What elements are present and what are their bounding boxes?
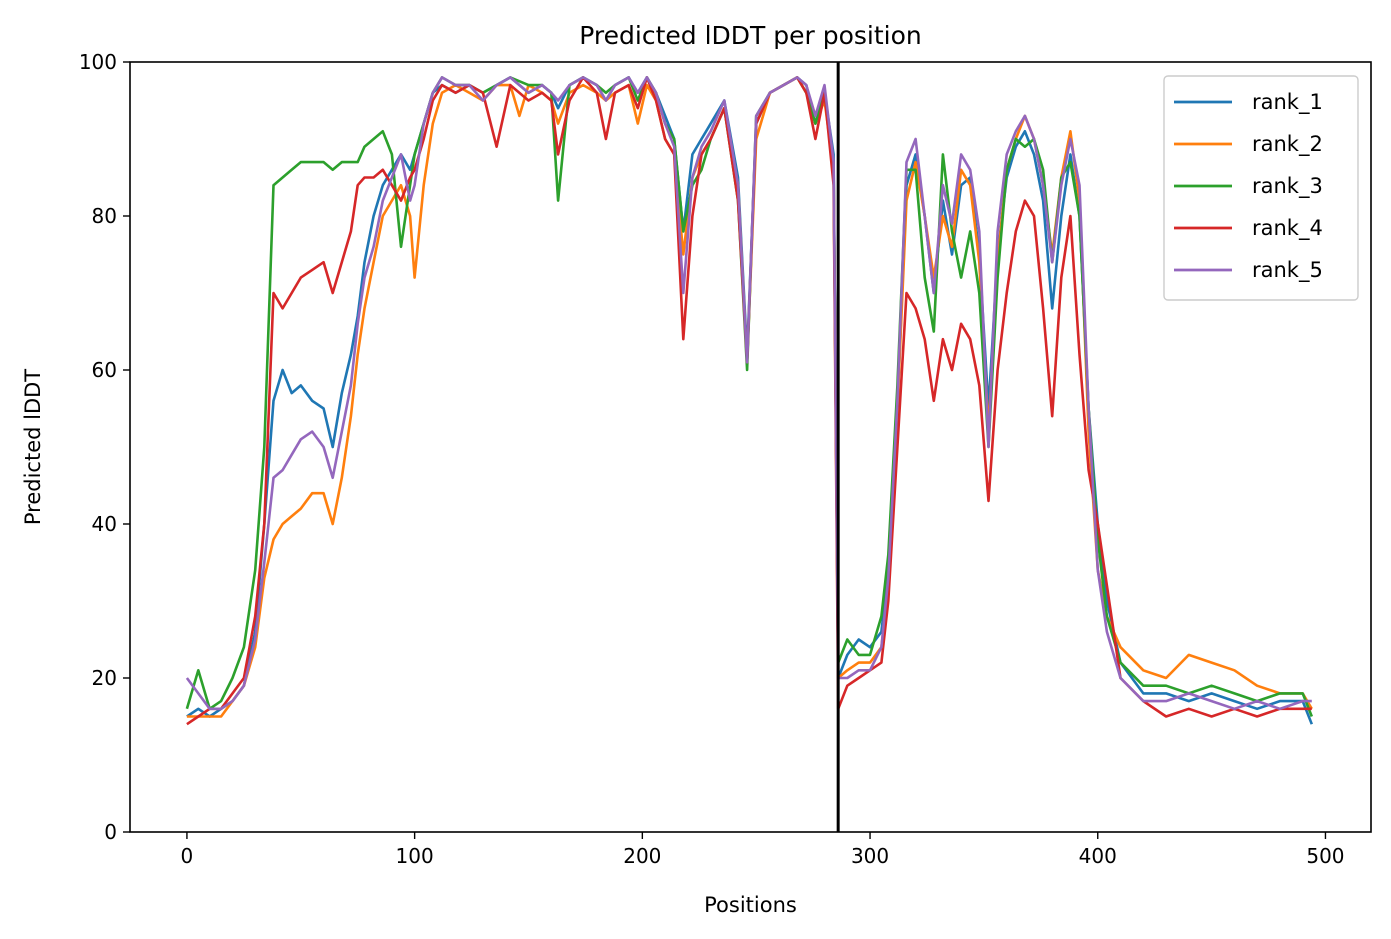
y-tick-label: 60	[92, 358, 117, 382]
legend: rank_1 rank_2 rank_3 rank_4 rank_5	[1163, 75, 1359, 301]
x-tick-label: 200	[623, 844, 661, 868]
legend-box	[1163, 75, 1359, 301]
series-line-rank-5	[185, 76, 1312, 711]
x-tick-label: 400	[1079, 844, 1117, 868]
legend-label-rank-2: rank_2	[1252, 132, 1323, 157]
legend-label-rank-4: rank_4	[1252, 216, 1323, 241]
series-line-rank-1	[186, 76, 1314, 725]
legend-label-rank-3: rank_3	[1252, 174, 1323, 199]
legend-label-rank-5: rank_5	[1252, 258, 1323, 283]
series-line-rank-4	[186, 76, 1312, 726]
y-tick-label: 40	[92, 512, 117, 536]
y-tick-label: 0	[104, 820, 117, 844]
plot-frame	[129, 61, 1372, 833]
legend-label-rank-1: rank_1	[1252, 90, 1323, 115]
series-layer	[185, 76, 1314, 726]
y-axis-label: Predicted lDDT	[21, 369, 45, 525]
x-tick-label: 100	[396, 844, 434, 868]
series-line-rank-3	[185, 76, 1314, 717]
x-axis-label: Positions	[704, 893, 797, 917]
series-line-rank-2	[186, 76, 1313, 718]
x-tick-label: 500	[1306, 844, 1344, 868]
y-tick-label: 80	[92, 204, 117, 228]
x-tick-label: 300	[851, 844, 889, 868]
x-axis-ticks: 0 100 200 300 400 500	[181, 832, 1345, 868]
y-axis-ticks: 0 20 40 60 80 100	[79, 50, 130, 844]
chart-title: Predicted lDDT per position	[579, 21, 921, 50]
y-tick-label: 20	[92, 666, 117, 690]
y-tick-label: 100	[79, 50, 117, 74]
x-tick-label: 0	[181, 844, 194, 868]
